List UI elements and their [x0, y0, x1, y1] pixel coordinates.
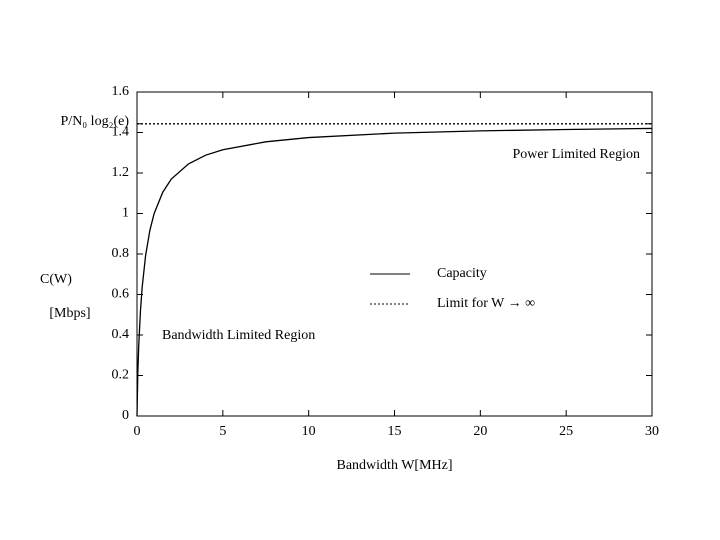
y-tick-label: P/N₀ log₂(e) — [61, 114, 130, 129]
y-tick-label: 0.2 — [112, 368, 130, 383]
y-tick-label: 0 — [122, 408, 129, 423]
annotation: Bandwidth Limited Region — [162, 328, 315, 343]
x-tick-label: 10 — [302, 424, 316, 439]
y-tick-label: 0.6 — [112, 287, 130, 302]
x-axis-label: Bandwidth W[MHz] — [337, 458, 453, 473]
x-tick-label: 5 — [219, 424, 226, 439]
series-line — [136, 127, 653, 417]
y-tick-label: 1.2 — [112, 165, 130, 180]
annotation: Power Limited Region — [512, 147, 640, 162]
y-axis-label: [Mbps] — [49, 306, 90, 321]
x-tick-label: 15 — [388, 424, 402, 439]
y-axis-label: C(W) — [40, 272, 72, 287]
x-tick-label: 20 — [473, 424, 487, 439]
legend-label: Limit for W → ∞ — [437, 296, 535, 311]
legend-label: Capacity — [437, 266, 487, 281]
y-tick-label: 1 — [122, 206, 129, 221]
x-tick-label: 25 — [559, 424, 573, 439]
y-tick-label: 1.6 — [112, 84, 130, 99]
y-tick-label: 1.4 — [112, 125, 130, 140]
y-tick-label: 0.8 — [112, 246, 130, 261]
x-tick-label: 0 — [134, 424, 141, 439]
plot-frame — [136, 91, 653, 417]
y-tick-label: 0.4 — [112, 327, 130, 342]
x-tick-label: 30 — [645, 424, 659, 439]
